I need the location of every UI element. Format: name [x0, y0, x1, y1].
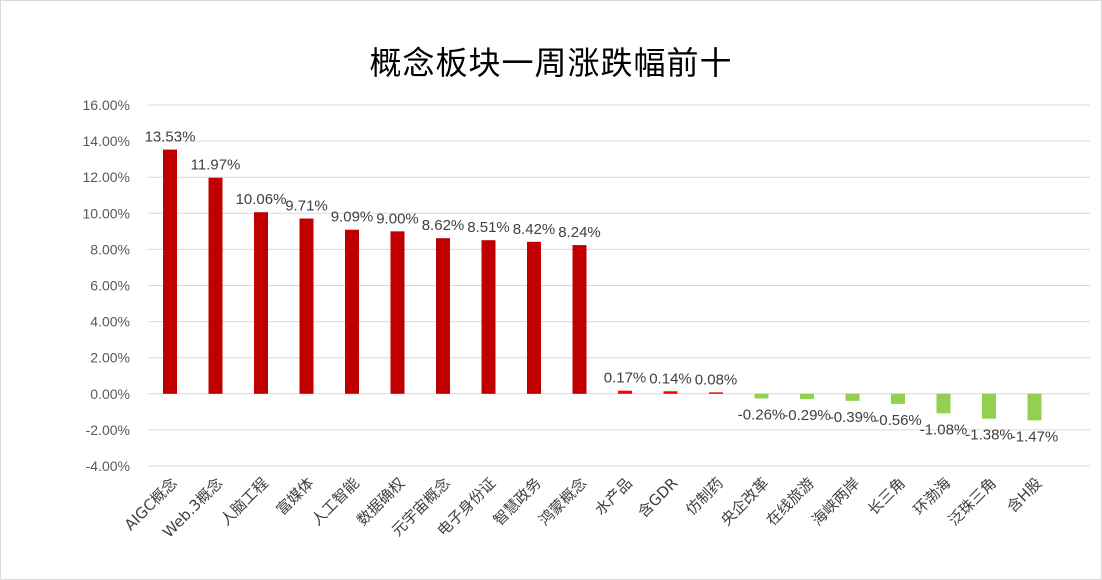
category-label: 环渤海 — [910, 474, 955, 519]
data-label: 9.71% — [285, 198, 328, 215]
bar — [436, 238, 450, 394]
category-label: 在线旅游 — [763, 474, 818, 529]
category-label: 智慧政务 — [490, 474, 545, 529]
data-label: -0.26% — [738, 406, 786, 423]
y-tick-label: 12.00% — [83, 169, 130, 185]
data-label: 9.00% — [376, 210, 419, 227]
bar — [618, 390, 632, 394]
y-tick-label: 0.00% — [90, 386, 130, 402]
bar — [709, 392, 723, 394]
category-label: 央企改革 — [717, 474, 772, 529]
category-label: 泛珠三角 — [945, 474, 1000, 529]
y-tick-label: 16.00% — [83, 97, 130, 113]
category-label: 人工智能 — [308, 474, 363, 529]
y-tick-label: -2.00% — [86, 422, 130, 438]
bar — [481, 240, 496, 394]
category-label: 鸿蒙概念 — [535, 474, 590, 529]
bar — [254, 212, 268, 394]
bar — [845, 393, 860, 401]
y-tick-label: -4.00% — [86, 458, 130, 474]
y-tick-label: 10.00% — [83, 205, 130, 221]
data-label: 11.97% — [191, 157, 241, 174]
y-tick-label: 2.00% — [90, 350, 130, 366]
y-tick-label: 6.00% — [90, 278, 130, 294]
data-label: -1.38% — [965, 427, 1013, 444]
data-label: 0.17% — [604, 370, 647, 387]
data-label: -1.08% — [920, 421, 968, 438]
data-label: -0.39% — [829, 409, 877, 426]
data-label: 10.06% — [236, 191, 287, 208]
bar — [936, 393, 951, 414]
bar — [663, 391, 678, 394]
data-label: -0.29% — [783, 407, 831, 424]
category-label: 仿制药 — [682, 474, 727, 519]
data-label: 8.51% — [467, 219, 510, 236]
data-label: 8.62% — [422, 217, 465, 234]
category-label: 富媒体 — [273, 474, 318, 519]
category-label: 人脑工程 — [217, 474, 272, 529]
bar — [299, 218, 314, 394]
bar — [390, 231, 405, 394]
category-label: 长三角 — [864, 474, 909, 519]
bar — [527, 241, 541, 394]
bar — [891, 393, 905, 404]
y-tick-label: 4.00% — [90, 314, 130, 330]
bar — [163, 149, 177, 394]
data-label: -1.47% — [1011, 428, 1059, 445]
data-label: 13.53% — [145, 129, 196, 146]
category-label: 水产品 — [591, 474, 636, 519]
data-label: -0.56% — [874, 412, 922, 429]
category-label: 海峡两岸 — [808, 474, 863, 529]
bar — [754, 393, 769, 399]
bar — [208, 177, 223, 394]
data-label: 8.42% — [513, 221, 556, 238]
category-label: 含H股 — [1003, 474, 1045, 516]
y-tick-label: 8.00% — [90, 241, 130, 257]
data-label: 0.08% — [695, 371, 738, 388]
bar — [345, 229, 359, 394]
bar — [572, 245, 587, 394]
data-label: 0.14% — [649, 370, 692, 387]
chart-title: 概念板块一周涨跌幅前十 — [369, 44, 733, 82]
category-label: 含GDR — [634, 474, 681, 521]
data-label: 8.24% — [558, 224, 601, 241]
bar — [1027, 393, 1042, 421]
bar — [800, 393, 814, 400]
bar — [982, 393, 996, 419]
y-tick-label: 14.00% — [83, 133, 130, 149]
data-label: 9.09% — [331, 209, 374, 226]
